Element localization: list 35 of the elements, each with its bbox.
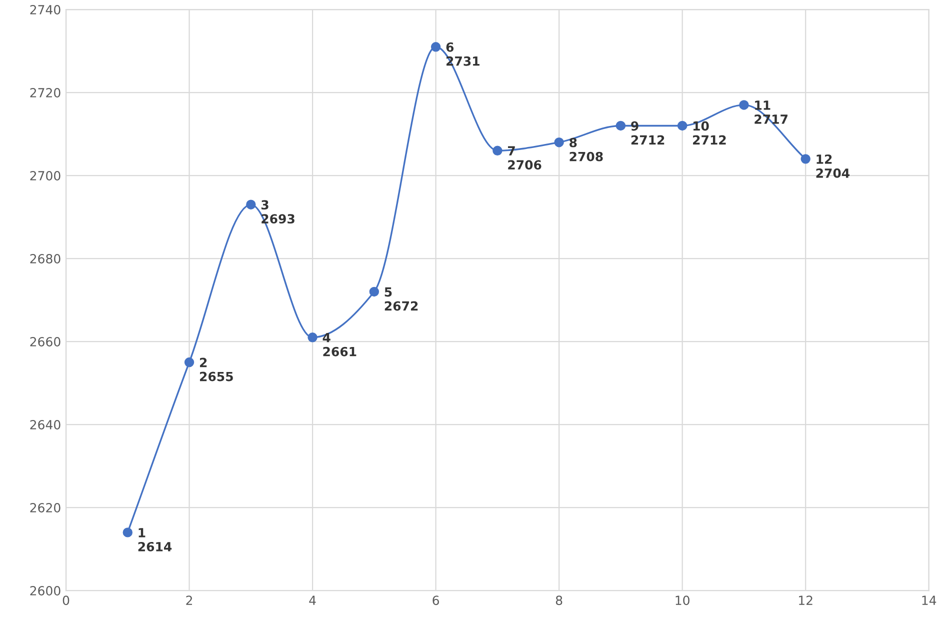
point [616, 120, 626, 131]
x-tick-label: 2 [186, 596, 192, 605]
data-label: 1 2614 [138, 528, 172, 552]
point [122, 528, 133, 538]
y-tick-label: 2700 [30, 171, 60, 180]
y-tick-label: 2660 [30, 337, 60, 346]
y-tick-label: 2600 [30, 586, 60, 596]
point [184, 357, 194, 368]
y-tick-label: 2740 [30, 4, 60, 14]
point [246, 200, 256, 210]
point [369, 286, 380, 297]
point [308, 332, 318, 342]
point [800, 154, 810, 164]
point [492, 146, 502, 156]
x-tick-label: 12 [799, 596, 812, 605]
x-tick-label: 6 [432, 596, 439, 606]
point [677, 120, 688, 131]
data-label: 5 2672 [384, 287, 418, 311]
x-tick-label: 8 [556, 596, 562, 606]
x-tick-label: 0 [62, 596, 70, 606]
x-tick-label: 14 [922, 596, 936, 605]
data-label: 10 2712 [693, 121, 726, 145]
y-tick-label: 2720 [30, 88, 60, 98]
y-tick-label: 2620 [30, 503, 60, 512]
data-label: 2 2655 [200, 358, 233, 382]
data-label: 4 2661 [322, 333, 356, 356]
y-tick-label: 2640 [30, 420, 60, 430]
point [739, 100, 749, 110]
point [430, 42, 441, 52]
data-label: 8 2708 [570, 138, 603, 162]
x-tick-label: 10 [676, 596, 690, 606]
data-label: 12 2704 [816, 154, 850, 178]
x-tick-label: 4 [309, 596, 316, 605]
y-tick-label: 2680 [30, 254, 60, 264]
point [554, 137, 564, 148]
